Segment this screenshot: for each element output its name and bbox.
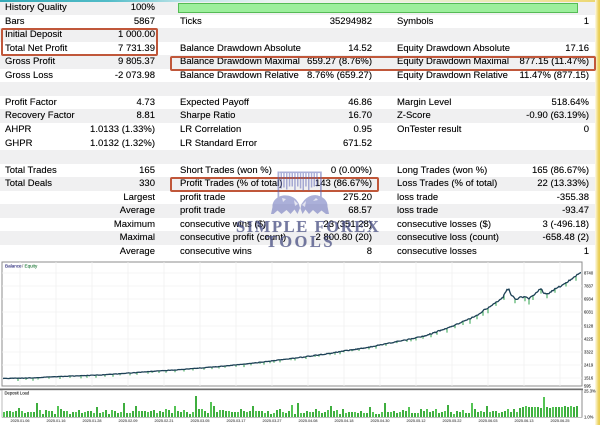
svg-text:1.0%: 1.0% [584, 415, 594, 420]
svg-text:2025.06.25: 2025.06.25 [550, 419, 569, 423]
svg-text:2025.05.22: 2025.05.22 [442, 419, 461, 423]
svg-text:595: 595 [584, 384, 592, 389]
svg-text:2025.04.30: 2025.04.30 [370, 419, 389, 423]
svg-text:2025.01.16: 2025.01.16 [46, 419, 65, 423]
svg-text:Deposit Load: Deposit Load [5, 391, 30, 396]
svg-text:2025.03.17: 2025.03.17 [226, 419, 245, 423]
svg-text:25.3%: 25.3% [584, 389, 596, 394]
svg-text:2025.02.21: 2025.02.21 [154, 419, 173, 423]
svg-text:8740: 8740 [584, 271, 594, 276]
svg-text:2025.05.12: 2025.05.12 [406, 419, 425, 423]
svg-text:Balance: Balance [5, 264, 22, 269]
svg-text:2025.06.03: 2025.06.03 [478, 419, 497, 423]
svg-text:2025.03.27: 2025.03.27 [262, 419, 281, 423]
svg-text:2025.01.28: 2025.01.28 [82, 419, 101, 423]
svg-text:/: / [22, 264, 24, 269]
svg-text:5128: 5128 [584, 324, 594, 329]
svg-text:7837: 7837 [584, 284, 594, 289]
svg-text:Equity: Equity [25, 264, 38, 269]
svg-text:2025.02.09: 2025.02.09 [118, 419, 137, 423]
svg-text:2025.04.08: 2025.04.08 [298, 419, 317, 423]
svg-text:2025.01.06: 2025.01.06 [10, 419, 29, 423]
svg-text:6934: 6934 [584, 297, 594, 302]
svg-text:3322: 3322 [584, 350, 594, 355]
svg-text:4225: 4225 [584, 337, 594, 342]
svg-text:2025.03.05: 2025.03.05 [190, 419, 209, 423]
svg-text:1516: 1516 [584, 376, 594, 381]
svg-text:6031: 6031 [584, 310, 594, 315]
svg-text:2419: 2419 [584, 363, 594, 368]
svg-text:2025.04.18: 2025.04.18 [334, 419, 353, 423]
svg-text:2025.06.13: 2025.06.13 [514, 419, 533, 423]
